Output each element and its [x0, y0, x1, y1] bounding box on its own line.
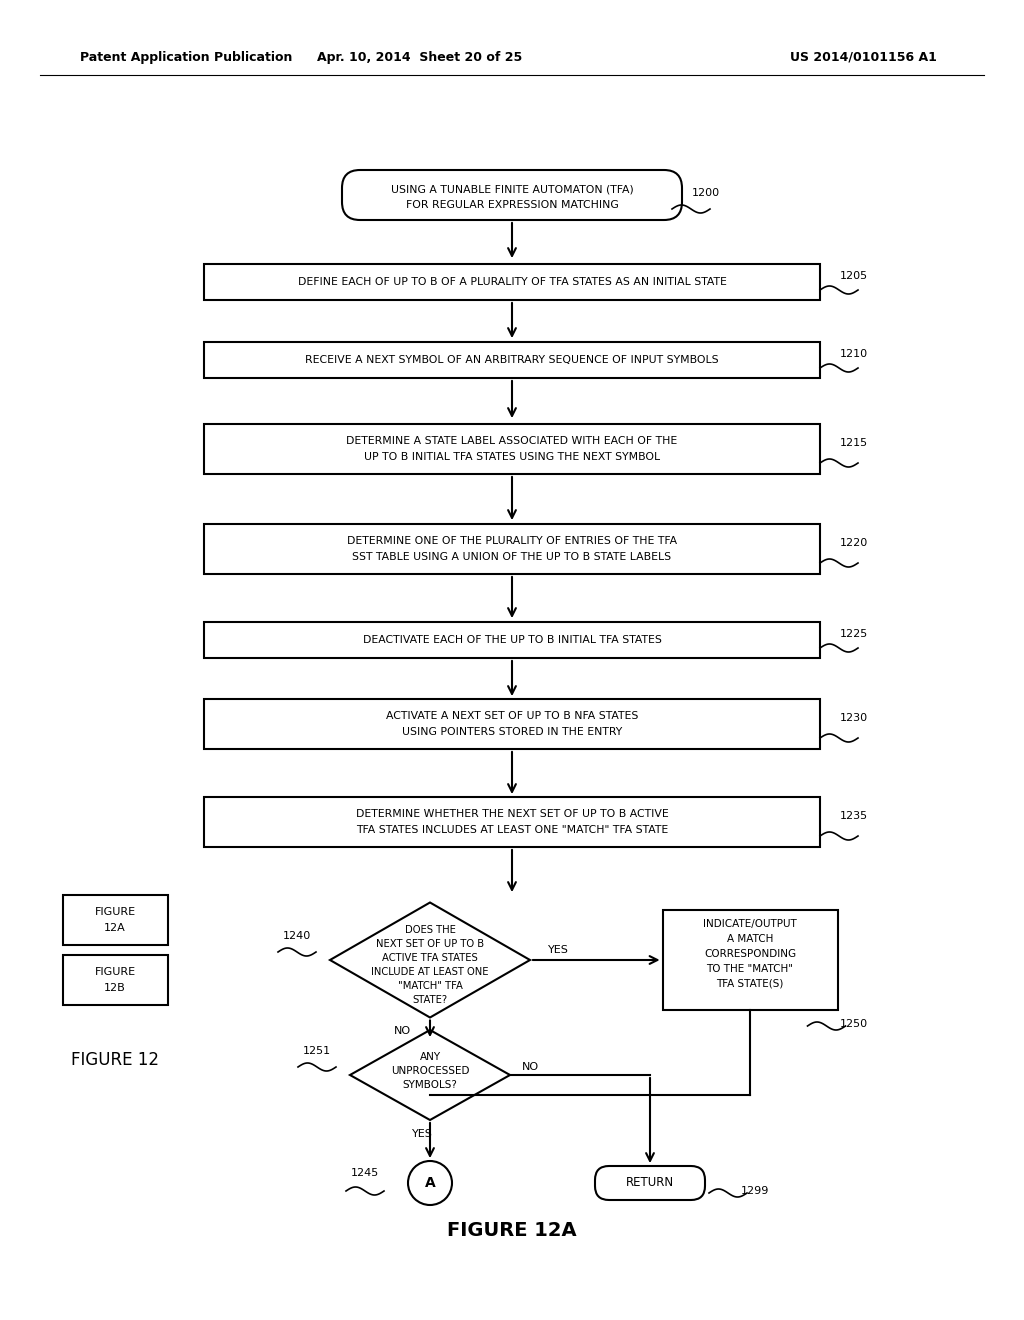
Bar [204, 622, 820, 657]
Text: NO: NO [393, 1027, 411, 1036]
Text: SST TABLE USING A UNION OF THE UP TO B STATE LABELS: SST TABLE USING A UNION OF THE UP TO B S… [352, 552, 672, 562]
Text: RETURN: RETURN [626, 1176, 674, 1189]
Text: FIGURE 12: FIGURE 12 [71, 1051, 159, 1069]
Polygon shape [350, 1030, 510, 1119]
Text: A: A [425, 1176, 435, 1191]
Bar [62, 954, 168, 1005]
Text: ACTIVE TFA STATES: ACTIVE TFA STATES [382, 953, 478, 964]
Text: TFA STATES INCLUDES AT LEAST ONE "MATCH" TFA STATE: TFA STATES INCLUDES AT LEAST ONE "MATCH"… [356, 825, 668, 836]
Text: FIGURE 12A: FIGURE 12A [447, 1221, 577, 1239]
Text: 1250: 1250 [840, 1019, 867, 1030]
Text: NO: NO [522, 1063, 539, 1072]
Text: 1245: 1245 [351, 1168, 379, 1177]
Bar [204, 424, 820, 474]
Text: FIGURE: FIGURE [94, 968, 135, 977]
Text: DEFINE EACH OF UP TO B OF A PLURALITY OF TFA STATES AS AN INITIAL STATE: DEFINE EACH OF UP TO B OF A PLURALITY OF… [298, 277, 726, 286]
Text: 12A: 12A [104, 923, 126, 933]
Polygon shape [330, 903, 530, 1018]
Text: NEXT SET OF UP TO B: NEXT SET OF UP TO B [376, 939, 484, 949]
Text: DOES THE: DOES THE [404, 925, 456, 935]
Text: USING A TUNABLE FINITE AUTOMATON (TFA): USING A TUNABLE FINITE AUTOMATON (TFA) [390, 185, 634, 195]
Text: A MATCH: A MATCH [727, 935, 773, 944]
Text: UP TO B INITIAL TFA STATES USING THE NEXT SYMBOL: UP TO B INITIAL TFA STATES USING THE NEX… [364, 451, 660, 462]
Text: 1215: 1215 [840, 438, 868, 447]
Text: 1200: 1200 [692, 187, 720, 198]
Bar [204, 264, 820, 300]
Text: ANY: ANY [420, 1052, 440, 1063]
Text: INDICATE/OUTPUT: INDICATE/OUTPUT [703, 919, 797, 929]
Text: 1220: 1220 [840, 539, 868, 548]
Text: "MATCH" TFA: "MATCH" TFA [397, 981, 463, 991]
Text: DETERMINE ONE OF THE PLURALITY OF ENTRIES OF THE TFA: DETERMINE ONE OF THE PLURALITY OF ENTRIE… [347, 536, 677, 546]
Text: YES: YES [412, 1129, 432, 1139]
Circle shape [408, 1162, 452, 1205]
Bar [62, 895, 168, 945]
Text: UNPROCESSED: UNPROCESSED [391, 1067, 469, 1076]
Text: ACTIVATE A NEXT SET OF UP TO B NFA STATES: ACTIVATE A NEXT SET OF UP TO B NFA STATE… [386, 711, 638, 721]
Text: US 2014/0101156 A1: US 2014/0101156 A1 [790, 50, 937, 63]
Text: 1230: 1230 [840, 713, 868, 723]
Text: 1299: 1299 [740, 1185, 769, 1196]
FancyBboxPatch shape [342, 170, 682, 220]
Bar [204, 797, 820, 847]
Text: 1225: 1225 [840, 630, 868, 639]
Bar [204, 342, 820, 378]
Text: DETERMINE WHETHER THE NEXT SET OF UP TO B ACTIVE: DETERMINE WHETHER THE NEXT SET OF UP TO … [355, 809, 669, 818]
Text: INCLUDE AT LEAST ONE: INCLUDE AT LEAST ONE [372, 968, 488, 977]
Text: RECEIVE A NEXT SYMBOL OF AN ARBITRARY SEQUENCE OF INPUT SYMBOLS: RECEIVE A NEXT SYMBOL OF AN ARBITRARY SE… [305, 355, 719, 366]
Text: YES: YES [548, 945, 569, 954]
Text: 1210: 1210 [840, 348, 868, 359]
Text: 12B: 12B [104, 983, 126, 993]
Text: SYMBOLS?: SYMBOLS? [402, 1080, 458, 1090]
Text: DEACTIVATE EACH OF THE UP TO B INITIAL TFA STATES: DEACTIVATE EACH OF THE UP TO B INITIAL T… [362, 635, 662, 645]
Text: TO THE "MATCH": TO THE "MATCH" [707, 964, 794, 974]
Text: FOR REGULAR EXPRESSION MATCHING: FOR REGULAR EXPRESSION MATCHING [406, 201, 618, 210]
Bar [204, 524, 820, 574]
Text: TFA STATE(S): TFA STATE(S) [717, 979, 783, 989]
Bar [204, 700, 820, 748]
Text: USING POINTERS STORED IN THE ENTRY: USING POINTERS STORED IN THE ENTRY [401, 727, 623, 737]
Text: 1240: 1240 [283, 931, 311, 941]
Text: FIGURE: FIGURE [94, 907, 135, 917]
Text: DETERMINE A STATE LABEL ASSOCIATED WITH EACH OF THE: DETERMINE A STATE LABEL ASSOCIATED WITH … [346, 436, 678, 446]
Text: 1235: 1235 [840, 810, 868, 821]
Text: 1251: 1251 [303, 1045, 331, 1056]
Text: Apr. 10, 2014  Sheet 20 of 25: Apr. 10, 2014 Sheet 20 of 25 [317, 50, 522, 63]
FancyBboxPatch shape [595, 1166, 705, 1200]
Text: STATE?: STATE? [413, 995, 447, 1005]
Bar [663, 909, 838, 1010]
Text: Patent Application Publication: Patent Application Publication [80, 50, 293, 63]
Text: 1205: 1205 [840, 271, 868, 281]
Text: CORRESPONDING: CORRESPONDING [703, 949, 796, 960]
